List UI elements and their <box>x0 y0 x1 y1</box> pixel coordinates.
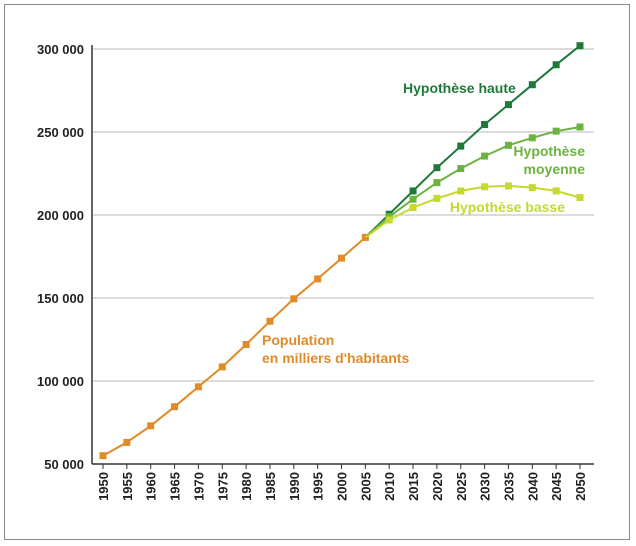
annotation-hyp-haute: Hypothèse haute <box>403 80 516 96</box>
data-point <box>576 42 584 50</box>
y-tick-label: 300 000 <box>37 42 84 57</box>
annotation-line: Hypothèse <box>513 143 585 159</box>
chart-frame <box>4 4 630 540</box>
annotation-line: Hypothèse basse <box>450 199 565 215</box>
data-point <box>576 123 584 131</box>
series-group <box>99 42 584 460</box>
y-tick-label: 100 000 <box>37 374 84 389</box>
data-point <box>338 254 345 262</box>
series-line <box>102 236 367 457</box>
annotation-population: Population en milliers d'habitants <box>262 332 409 366</box>
data-point <box>576 194 584 202</box>
data-point <box>552 187 560 195</box>
x-tick-label: 1970 <box>191 472 206 501</box>
data-point <box>528 184 536 192</box>
data-point <box>457 165 465 173</box>
x-tick-label: 2040 <box>525 472 540 501</box>
data-point <box>361 233 369 241</box>
x-tick-label: 2015 <box>406 472 421 501</box>
data-point <box>99 452 107 460</box>
data-point <box>242 340 250 348</box>
x-tick-label: 1975 <box>215 472 230 501</box>
y-tick-label: 150 000 <box>37 291 84 306</box>
x-tick-label: 1980 <box>239 472 254 501</box>
x-tick-label: 2050 <box>573 472 588 501</box>
y-tick-label: 50 000 <box>44 457 84 472</box>
x-tick-label: 1955 <box>120 472 135 501</box>
x-tick-label: 1995 <box>311 472 326 501</box>
data-point <box>409 195 417 203</box>
data-point <box>290 295 298 303</box>
x-axis: 1950 1955 1960 1965 1970 1975 1980 1985 1990 1995… <box>96 464 588 501</box>
data-point <box>409 187 417 195</box>
series-2 <box>364 123 584 239</box>
data-point <box>504 141 512 149</box>
annotation-hyp-basse: Hypothèse basse <box>450 199 565 215</box>
annotation-line: en milliers d'habitants <box>262 350 409 366</box>
data-point <box>481 152 489 160</box>
series-line <box>364 44 581 239</box>
annotation-line: moyenne <box>524 161 586 177</box>
x-tick-label: 2005 <box>358 472 373 501</box>
x-tick-label: 2025 <box>454 472 469 501</box>
x-tick-label: 2045 <box>549 472 564 501</box>
data-point <box>433 179 441 187</box>
x-tick-label: 2030 <box>478 472 493 501</box>
data-point <box>552 127 560 135</box>
data-point <box>457 142 465 150</box>
x-tick-label: 2010 <box>382 472 397 501</box>
annotation-line: Hypothèse haute <box>403 80 516 96</box>
data-point <box>123 438 131 446</box>
data-point <box>481 121 489 129</box>
data-point <box>171 403 179 411</box>
data-point <box>504 182 512 190</box>
data-point <box>266 317 274 325</box>
y-tick-label: 200 000 <box>37 208 84 223</box>
series-line <box>364 126 581 239</box>
data-point <box>528 134 536 142</box>
grid-lines <box>92 48 594 382</box>
x-tick-label: 1985 <box>263 472 278 501</box>
x-tick-label: 1950 <box>96 472 111 501</box>
data-point <box>504 101 512 109</box>
data-point <box>147 422 155 430</box>
series-0 <box>99 233 369 460</box>
data-point <box>457 187 465 195</box>
x-tick-label: 1990 <box>287 472 302 501</box>
data-point <box>481 183 489 191</box>
data-point <box>552 61 560 69</box>
data-point <box>409 204 417 212</box>
data-point <box>433 164 441 172</box>
x-tick-label: 1960 <box>144 472 159 501</box>
series-line <box>364 184 581 239</box>
data-point <box>433 194 441 202</box>
annotation-hyp-moyenne: Hypothèse moyenne <box>513 143 585 177</box>
data-point <box>218 363 226 371</box>
y-axis: 50 000 100 000 150 000 200 000 250 000 300 00… <box>37 42 594 472</box>
annotation-line: Population <box>262 332 334 348</box>
y-tick-label: 250 000 <box>37 125 84 140</box>
x-tick-label: 2000 <box>335 472 350 501</box>
x-tick-label: 2035 <box>501 472 516 501</box>
data-point <box>194 383 202 391</box>
series-3 <box>364 182 584 239</box>
x-tick-label: 1965 <box>168 472 183 501</box>
x-tick-label: 2020 <box>430 472 445 501</box>
data-point <box>385 216 393 224</box>
data-point <box>314 275 322 283</box>
data-point <box>528 81 536 89</box>
